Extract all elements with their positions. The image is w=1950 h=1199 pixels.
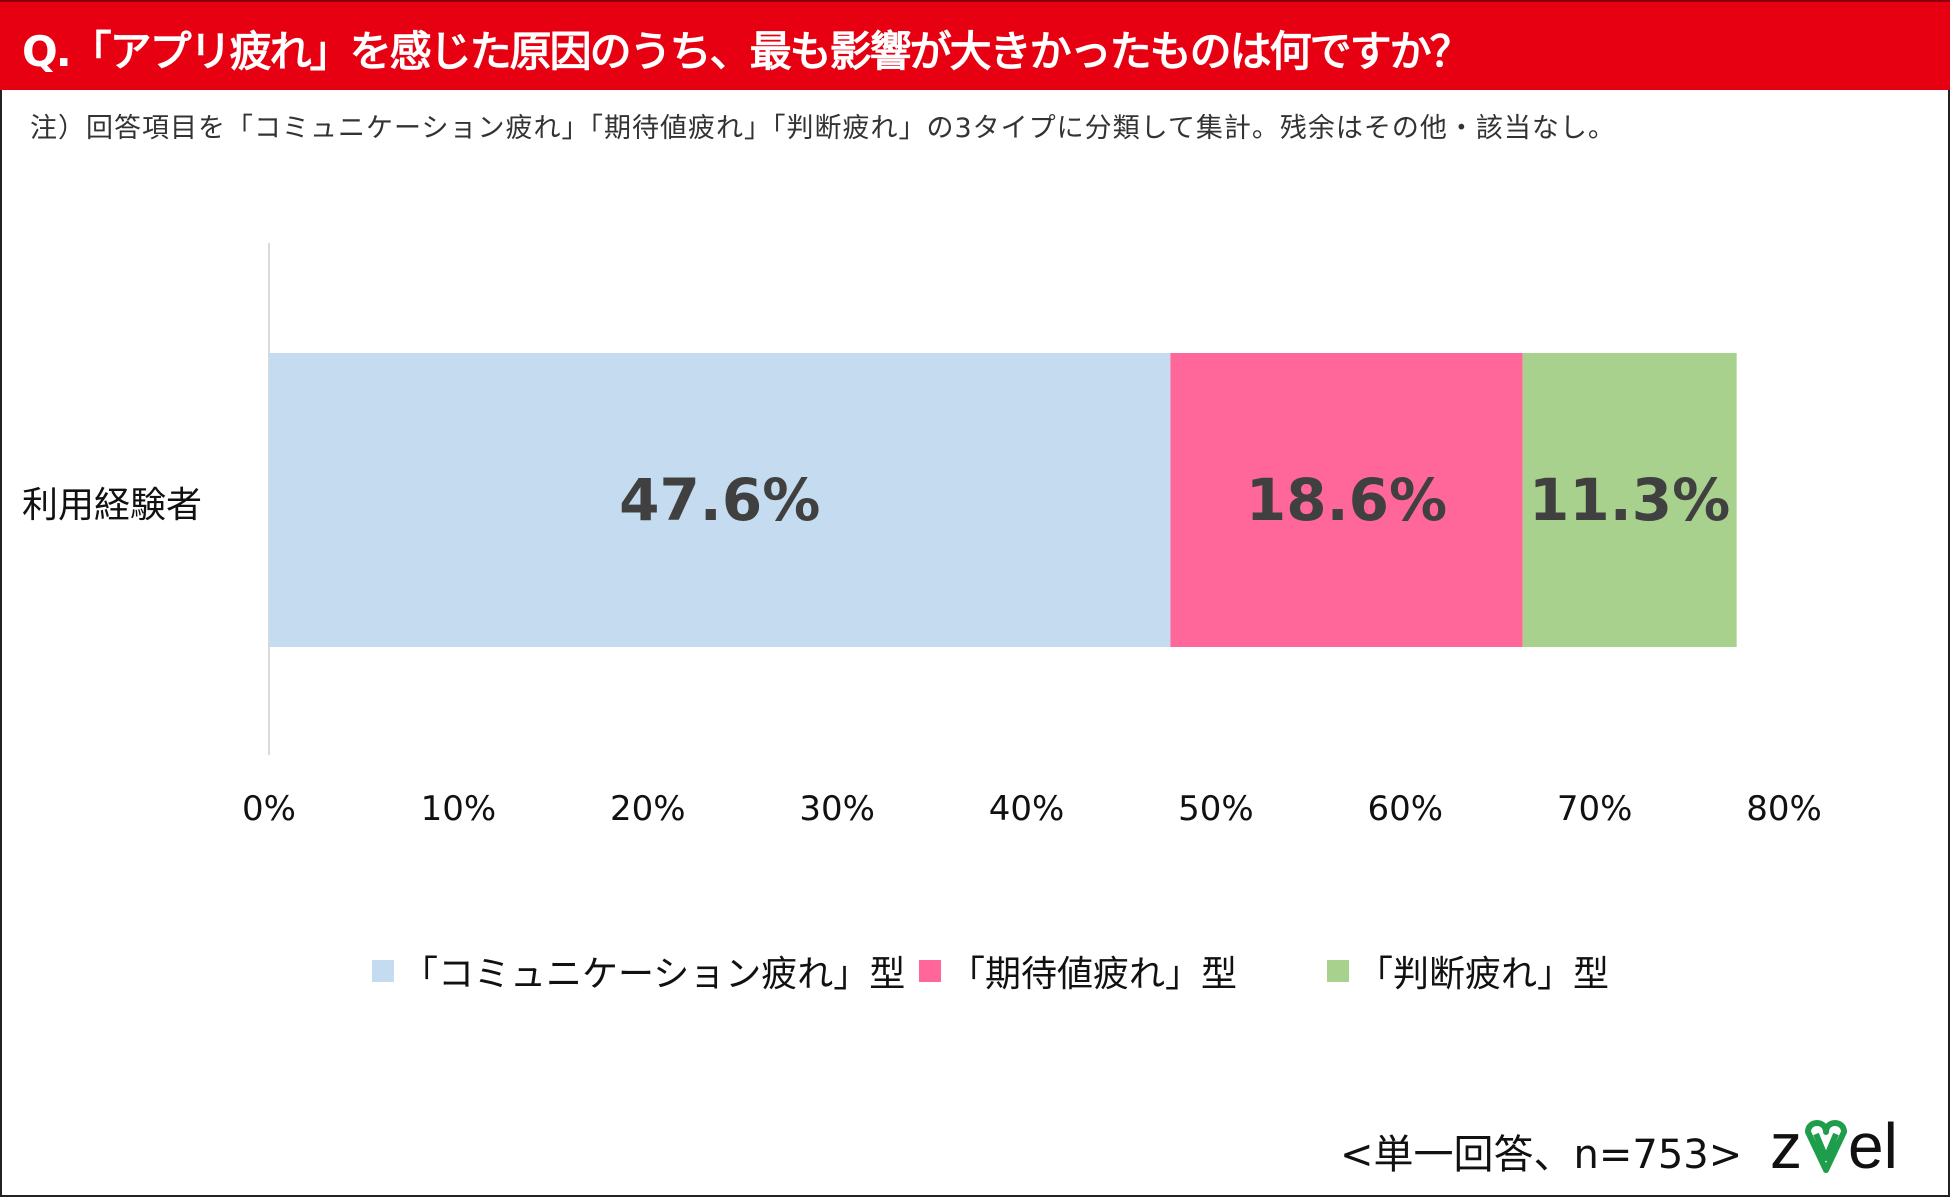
x-tick-label: 20% xyxy=(610,789,686,829)
legend-label: 「コミュニケーション疲れ」型 xyxy=(402,954,906,995)
title-bar: Q.「アプリ疲れ」を感じた原因のうち、最も影響が大きかったものは何ですか？ xyxy=(0,0,1950,90)
x-tick-label: 80% xyxy=(1746,789,1822,829)
category-label: 利用経験者 xyxy=(22,485,203,526)
data-label-2: 18.6% xyxy=(1246,466,1447,534)
svg-text:el: el xyxy=(1848,1118,1898,1174)
x-tick-label: 70% xyxy=(1557,789,1633,829)
x-tick-label: 40% xyxy=(989,789,1065,829)
legend-item-communication: 「コミュニケーション疲れ」型 xyxy=(372,945,905,997)
x-tick-label: 60% xyxy=(1367,789,1443,829)
svg-text:z: z xyxy=(1770,1118,1802,1174)
data-label-3: 11.3% xyxy=(1529,466,1730,534)
data-label-1: 47.6% xyxy=(619,466,820,534)
zwei-logo: z el xyxy=(1770,1118,1898,1174)
chart-note: 注）回答項目を「コミュニケーション疲れ」「期待値疲れ」「判断疲れ」の3タイプに分… xyxy=(30,113,1616,144)
legend-swatch xyxy=(372,960,394,982)
x-tick-label: 50% xyxy=(1178,789,1254,829)
legend: 「コミュニケーション疲れ」型 「期待値疲れ」型 「判断疲れ」型 xyxy=(0,945,1950,995)
chart-title: Q.「アプリ疲れ」を感じた原因のうち、最も影響が大きかったものは何ですか？ xyxy=(22,27,1472,76)
x-tick-label: 30% xyxy=(799,789,875,829)
x-tick-label: 0% xyxy=(242,789,296,829)
sample-size-note: <単一回答、n=753> xyxy=(1340,1132,1743,1178)
legend-swatch xyxy=(919,960,941,982)
bar-segment-2 xyxy=(1170,353,1523,647)
bar-segment-3 xyxy=(1522,353,1737,647)
legend-item-expectation: 「期待値疲れ」型 xyxy=(919,945,1237,997)
bar-segment-1 xyxy=(269,353,1171,647)
legend-item-judgment: 「判断疲れ」型 xyxy=(1327,945,1609,997)
legend-label: 「判断疲れ」型 xyxy=(1357,954,1610,995)
x-tick-label: 10% xyxy=(421,789,497,829)
legend-swatch xyxy=(1327,960,1349,982)
legend-label: 「期待値疲れ」型 xyxy=(949,954,1238,995)
